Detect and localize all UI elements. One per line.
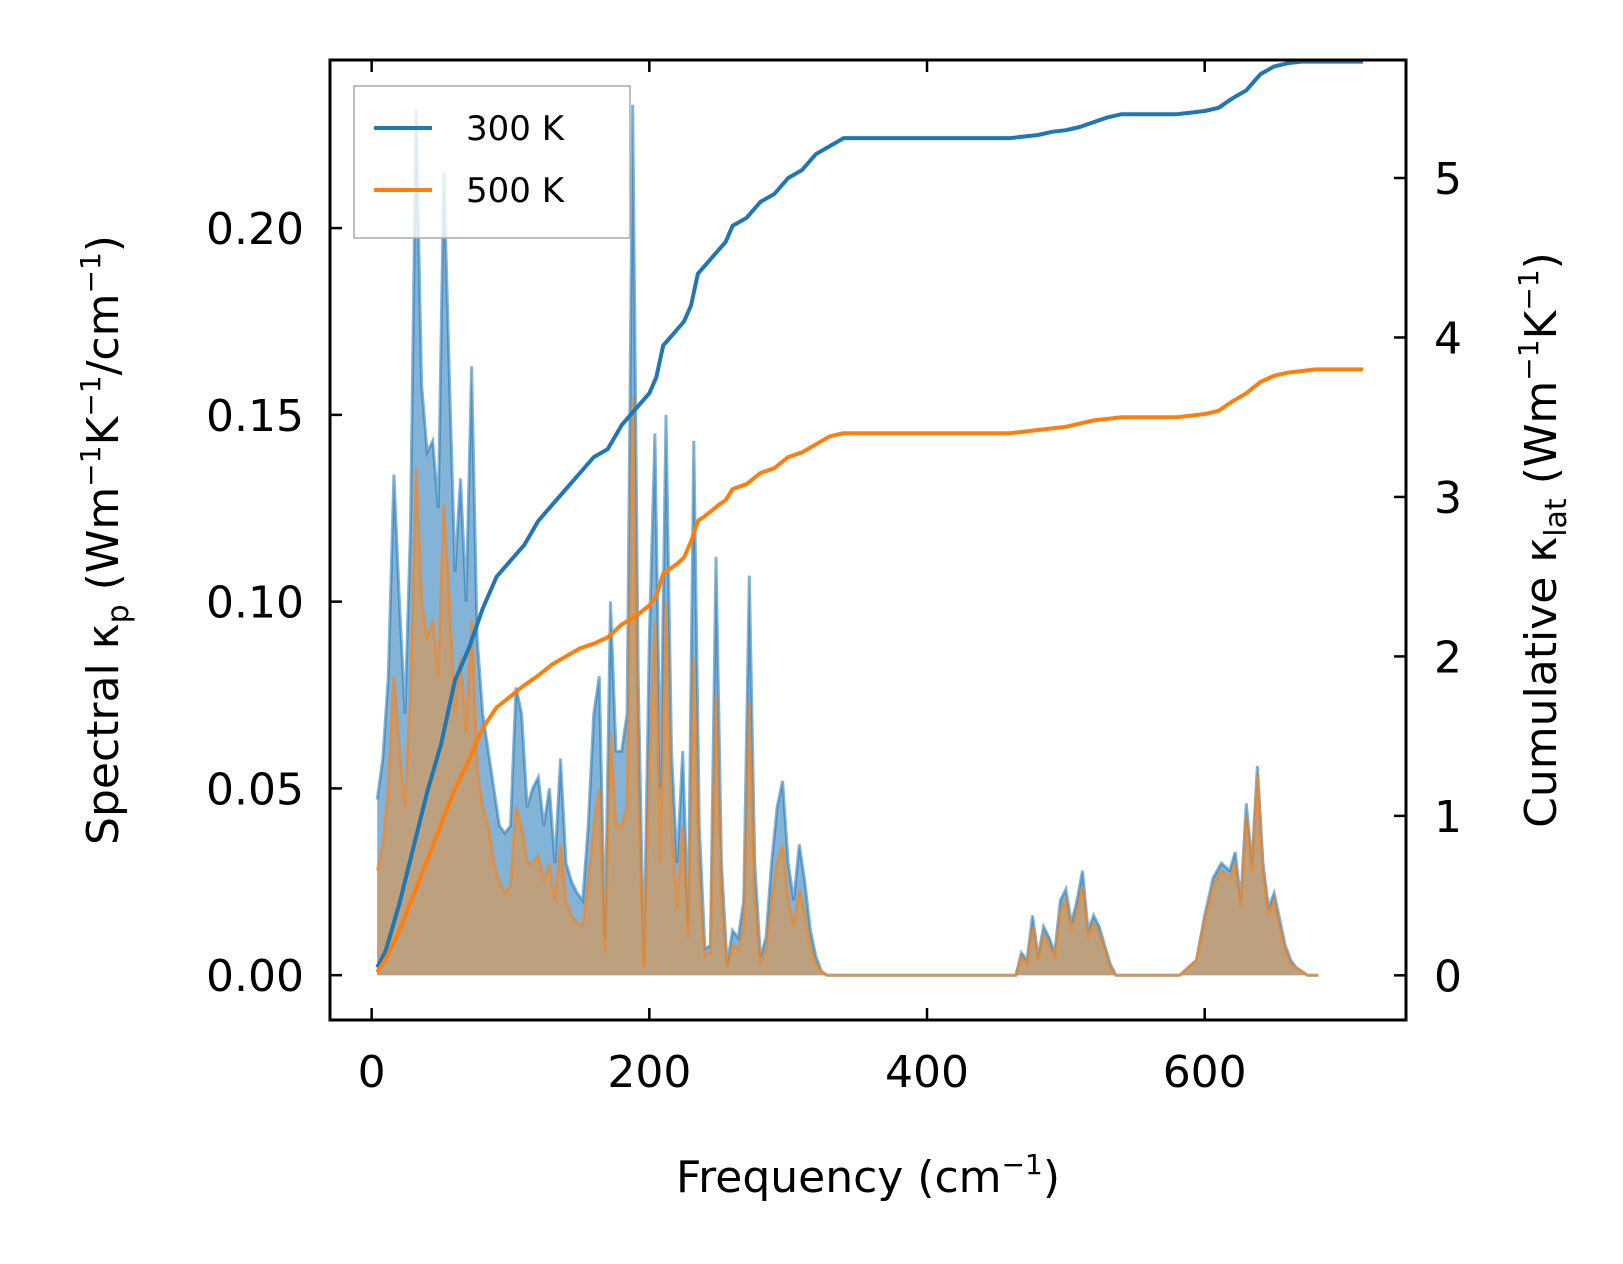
legend-box: [353, 85, 631, 239]
y-left-tick-label: 0.05: [206, 764, 304, 815]
cumulative-line-300k: [375, 60, 1363, 969]
x-tick-label: 600: [1163, 1047, 1247, 1098]
x-tick-label: 0: [358, 1047, 386, 1098]
y-right-tick-label: 4: [1434, 313, 1462, 364]
y-left-tick-label: 0.20: [206, 204, 304, 255]
y-left-tick-label: 0.15: [206, 391, 304, 442]
x-tick-label: 400: [885, 1047, 969, 1098]
y-right-tick-label: 5: [1434, 154, 1462, 205]
axis-ticks: 0 200 400 600 0.00 0.05 0.10 0.15 0.20 0 1 2 3 4 5: [206, 60, 1462, 1098]
x-axis-title: Frequency (cm−1): [676, 1148, 1060, 1203]
spectral-area-500k: [377, 396, 1319, 976]
y-right-tick-label: 1: [1434, 792, 1462, 843]
x-tick-label: 200: [607, 1047, 691, 1098]
legend: 300 K 500 K: [353, 85, 631, 239]
y-axis-left-title: Spectral κp (Wm−1K−1/cm−1): [74, 235, 136, 845]
y-right-tick-label: 2: [1434, 632, 1462, 683]
y-right-tick-label: 0: [1434, 951, 1462, 1002]
legend-label-300k: 300 K: [466, 109, 566, 149]
y-axis-right-title: Cumulative κlat (Wm−1K−1): [1512, 252, 1574, 828]
y-left-tick-label: 0.10: [206, 578, 304, 629]
cumulative-line-500k: [375, 367, 1363, 974]
plot-frame: [328, 58, 1408, 1022]
cumulative-lines: [375, 60, 1363, 974]
spectral-outline-500k: [375, 396, 1319, 977]
spectral-areas: [375, 104, 1319, 977]
y-right-tick-label: 3: [1434, 473, 1462, 524]
y-left-tick-label: 0.00: [206, 951, 304, 1002]
legend-label-500k: 500 K: [466, 171, 566, 211]
